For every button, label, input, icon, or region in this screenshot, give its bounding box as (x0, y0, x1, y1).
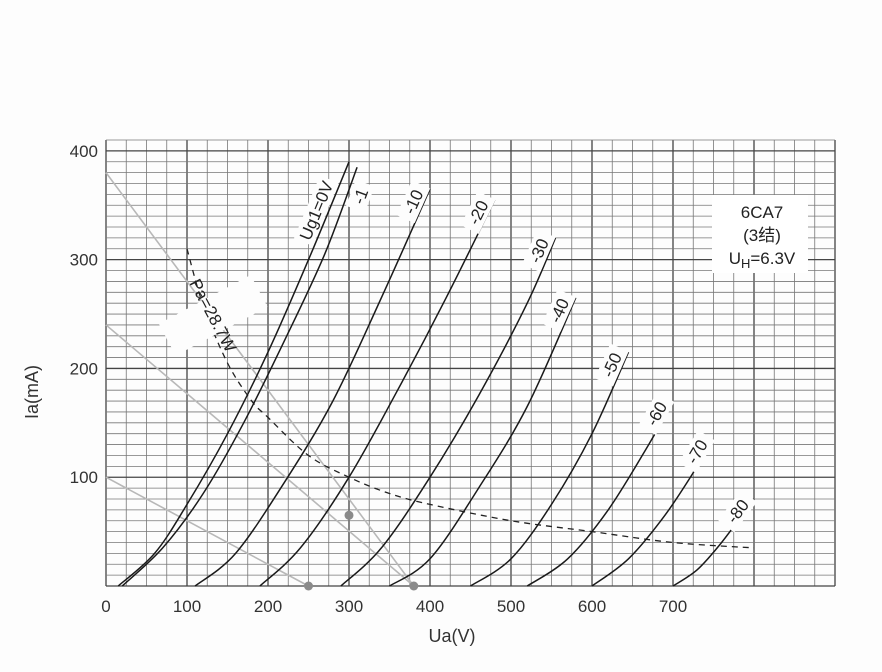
load-line (105, 324, 415, 587)
curve-ug1 (259, 199, 496, 587)
curve-label-bg (460, 191, 496, 234)
x-tick-label: 700 (659, 597, 687, 616)
curve-label-bg (594, 343, 629, 387)
curve-label: -1 (349, 186, 372, 207)
curve-label-bg (293, 175, 339, 246)
info-heater-value: =6.3V (750, 249, 796, 268)
curve-label-bg (638, 392, 675, 436)
y-axis-title: Ia(mA) (22, 365, 42, 419)
curve-label-bg (678, 430, 716, 474)
curve-label-bg (396, 180, 431, 224)
load-lines (105, 172, 419, 591)
curve-ug1 (194, 188, 431, 587)
y-tick-label: 100 (70, 468, 98, 487)
x-tick-label: 0 (101, 597, 110, 616)
operating-point (409, 581, 419, 591)
curve-label-bg (542, 289, 576, 332)
info-tube-type: 6CA7 (741, 203, 784, 222)
power-label-bg (158, 275, 268, 356)
x-tick-label: 200 (254, 597, 282, 616)
operating-point (344, 510, 354, 520)
curve-ug1 (121, 166, 358, 587)
x-tick-label: 500 (497, 597, 525, 616)
x-tick-label: 100 (173, 597, 201, 616)
curve-label: Ug1=0V (296, 178, 337, 243)
info-box: 6CA7 (3结) UH=6.3V (712, 195, 808, 273)
x-tick-label: 600 (578, 597, 606, 616)
operating-point (304, 581, 313, 591)
curve-ug1 (389, 297, 577, 587)
x-axis-title: Ua(V) (428, 626, 475, 646)
curves (117, 161, 755, 587)
x-tick-label: 400 (416, 597, 444, 616)
load-line (105, 172, 415, 587)
power-curve (186, 248, 755, 549)
curve-label-bg (718, 489, 757, 533)
info-connection: (3结) (743, 226, 781, 245)
info-heater-sub: H (741, 256, 750, 271)
info-heater-u: U (729, 249, 741, 268)
x-tick-label: 300 (335, 597, 363, 616)
y-tick-label: 300 (70, 251, 98, 270)
curve-label-bg (346, 179, 375, 213)
curve-ug1 (470, 351, 630, 587)
curve-label-bg (522, 229, 556, 273)
curve-ug1 (340, 237, 557, 587)
y-tick-label: 200 (70, 359, 98, 378)
labels: 0 100 200 300 400 500 600 700100200300400Pa=28.… (70, 142, 757, 616)
curve-ug1 (117, 161, 350, 587)
y-tick-label: 400 (70, 142, 98, 161)
load-line (105, 476, 309, 587)
info-heater-voltage: UH=6.3V (729, 249, 796, 271)
